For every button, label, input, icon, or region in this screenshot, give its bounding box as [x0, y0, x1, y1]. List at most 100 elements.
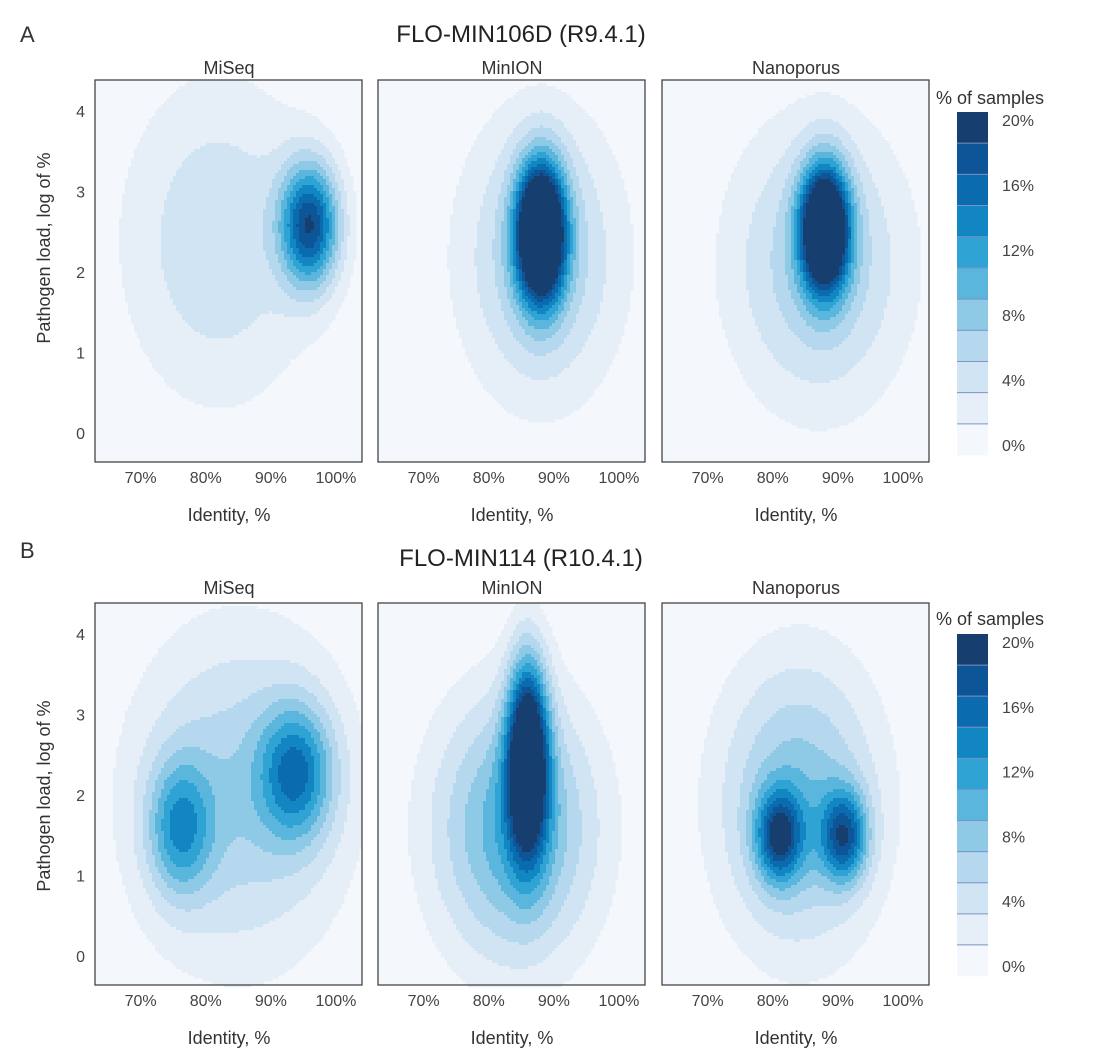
- density-cell: [182, 266, 186, 270]
- density-cell: [353, 212, 357, 216]
- density-cell: [323, 179, 327, 183]
- density-cell: [230, 101, 234, 105]
- density-cell: [215, 290, 219, 294]
- density-cell: [137, 248, 141, 252]
- density-cell: [344, 242, 348, 246]
- density-cell: [224, 116, 228, 120]
- density-cell: [326, 224, 330, 228]
- density-cell: [239, 140, 243, 144]
- density-cell: [140, 251, 144, 255]
- density-cell: [290, 161, 294, 165]
- density-cell: [314, 251, 318, 255]
- density-cell: [221, 272, 225, 276]
- density-cell: [128, 251, 132, 255]
- density-cell: [245, 203, 249, 207]
- density-cell: [209, 260, 213, 264]
- density-cell: [182, 245, 186, 249]
- density-cell: [278, 137, 282, 141]
- density-cell: [353, 245, 357, 249]
- density-cell: [296, 152, 300, 156]
- density-cell: [173, 242, 177, 246]
- density-cell: [143, 182, 147, 186]
- density-cell: [239, 287, 243, 291]
- density-cell: [281, 140, 285, 144]
- density-cell: [125, 251, 129, 255]
- density-cell: [350, 266, 354, 270]
- density-cell: [296, 143, 300, 147]
- density-cell: [302, 254, 306, 258]
- density-cell: [260, 245, 264, 249]
- density-cell: [125, 215, 129, 219]
- density-cell: [167, 266, 171, 270]
- density-cell: [299, 257, 303, 261]
- density-cell: [224, 236, 228, 240]
- density-cell: [275, 119, 279, 123]
- density-cell: [212, 212, 216, 216]
- density-cell: [194, 245, 198, 249]
- density-cell: [314, 125, 318, 129]
- density-cell: [203, 206, 207, 210]
- density-cell: [200, 188, 204, 192]
- density-cell: [317, 182, 321, 186]
- density-cell: [197, 152, 201, 156]
- density-cell: [293, 218, 297, 222]
- density-cell: [203, 200, 207, 204]
- density-cell: [224, 104, 228, 108]
- density-cell: [185, 170, 189, 174]
- density-cell: [212, 194, 216, 198]
- density-cell: [155, 281, 159, 285]
- density-cell: [263, 149, 267, 153]
- density-cell: [341, 155, 345, 159]
- density-cell: [233, 182, 237, 186]
- density-cell: [155, 233, 159, 237]
- density-cell: [272, 218, 276, 222]
- density-cell: [134, 233, 138, 237]
- density-cell: [161, 287, 165, 291]
- density-cell: [155, 119, 159, 123]
- density-cell: [308, 158, 312, 162]
- density-cell: [314, 143, 318, 147]
- density-cell: [236, 248, 240, 252]
- density-cell: [245, 284, 249, 288]
- density-cell: [311, 140, 315, 144]
- density-cell: [173, 185, 177, 189]
- density-cell: [206, 167, 210, 171]
- density-cell: [290, 149, 294, 153]
- density-cell: [224, 80, 228, 84]
- density-cell: [335, 167, 339, 171]
- density-cell: [341, 254, 345, 258]
- density-cell: [143, 239, 147, 243]
- density-cell: [314, 269, 318, 273]
- density-cell: [302, 170, 306, 174]
- density-cell: [167, 254, 171, 258]
- density-cell: [227, 101, 231, 105]
- density-cell: [302, 287, 306, 291]
- density-cell: [320, 137, 324, 141]
- density-cell: [281, 182, 285, 186]
- density-cell: [218, 170, 222, 174]
- y-axis-label: Pathogen load, log of %: [34, 700, 54, 891]
- density-cell: [287, 227, 291, 231]
- density-cell: [335, 287, 339, 291]
- density-cell: [164, 272, 168, 276]
- density-cell: [224, 173, 228, 177]
- density-cell: [278, 155, 282, 159]
- density-cell: [221, 254, 225, 258]
- density-cell: [254, 137, 258, 141]
- density-cell: [284, 215, 288, 219]
- density-cell: [218, 101, 222, 105]
- density-cell: [143, 167, 147, 171]
- density-cell: [194, 215, 198, 219]
- density-cell: [272, 134, 276, 138]
- density-cell: [248, 188, 252, 192]
- density-cell: [287, 209, 291, 213]
- density-cell: [254, 239, 258, 243]
- density-cell: [290, 143, 294, 147]
- density-cell: [206, 197, 210, 201]
- density-cell: [242, 200, 246, 204]
- density-cell: [302, 245, 306, 249]
- density-cell: [278, 227, 282, 231]
- density-cell: [167, 203, 171, 207]
- density-cell: [290, 290, 294, 294]
- density-cell: [350, 239, 354, 243]
